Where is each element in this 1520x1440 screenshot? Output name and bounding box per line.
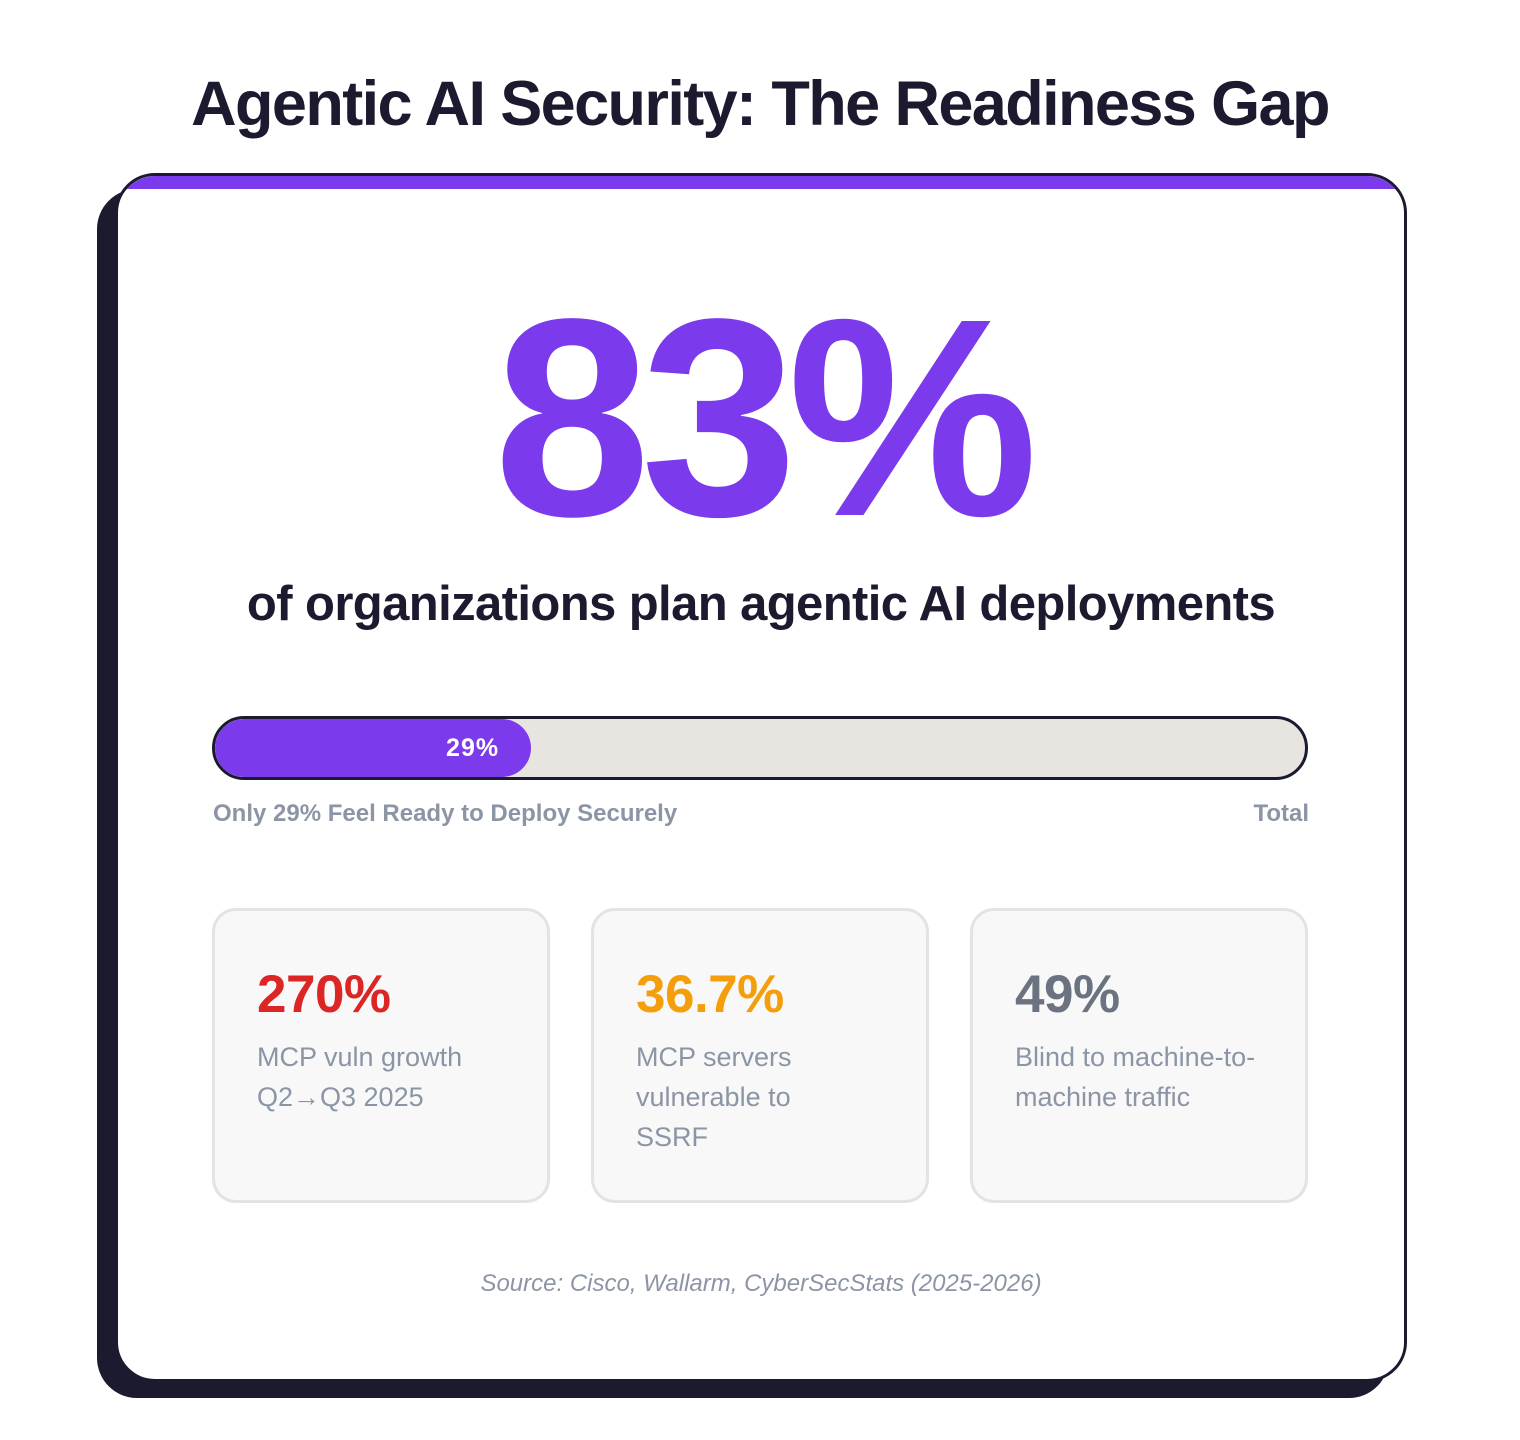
stat-box-m2m-blindness: 49% Blind to machine-to-machine traffic — [970, 908, 1308, 1203]
hero-percentage: 83% — [493, 260, 1038, 575]
progress-right-label: Total — [1253, 800, 1309, 827]
progress-fill: 29% — [215, 719, 532, 777]
readiness-progress-bar: 29% — [212, 716, 1308, 780]
progress-left-label: Only 29% Feel Ready to Deploy Securely — [213, 800, 678, 827]
stat-boxes: 270% MCP vuln growth Q2→Q3 2025 36.7% MC… — [212, 908, 1308, 1203]
stat-box-ssrf: 36.7% MCP servers vulnerable to SSRF — [591, 908, 929, 1203]
stat-value: 36.7% — [636, 965, 784, 1024]
progress-labels: Only 29% Feel Ready to Deploy Securely T… — [213, 798, 1309, 830]
stat-description: Blind to machine-to-machine traffic — [1015, 1042, 1256, 1112]
page-title: Agentic AI Security: The Readiness Gap — [191, 69, 1330, 139]
source-citation: Source: Cisco, Wallarm, CyberSecStats (2… — [480, 1270, 1042, 1297]
stat-description: MCP vuln growth Q2→Q3 2025 — [257, 1042, 463, 1112]
stat-description: MCP servers vulnerable to SSRF — [636, 1042, 792, 1152]
stat-card: 83% of organizations plan agentic AI dep… — [115, 173, 1407, 1382]
card-accent-bar — [118, 176, 1404, 189]
progress-fill-label: 29% — [446, 733, 500, 762]
hero-caption: of organizations plan agentic AI deploym… — [246, 577, 1276, 631]
stat-box-mcp-vuln-growth: 270% MCP vuln growth Q2→Q3 2025 — [212, 908, 550, 1203]
stat-value: 49% — [1015, 965, 1120, 1024]
stat-value: 270% — [257, 965, 391, 1024]
